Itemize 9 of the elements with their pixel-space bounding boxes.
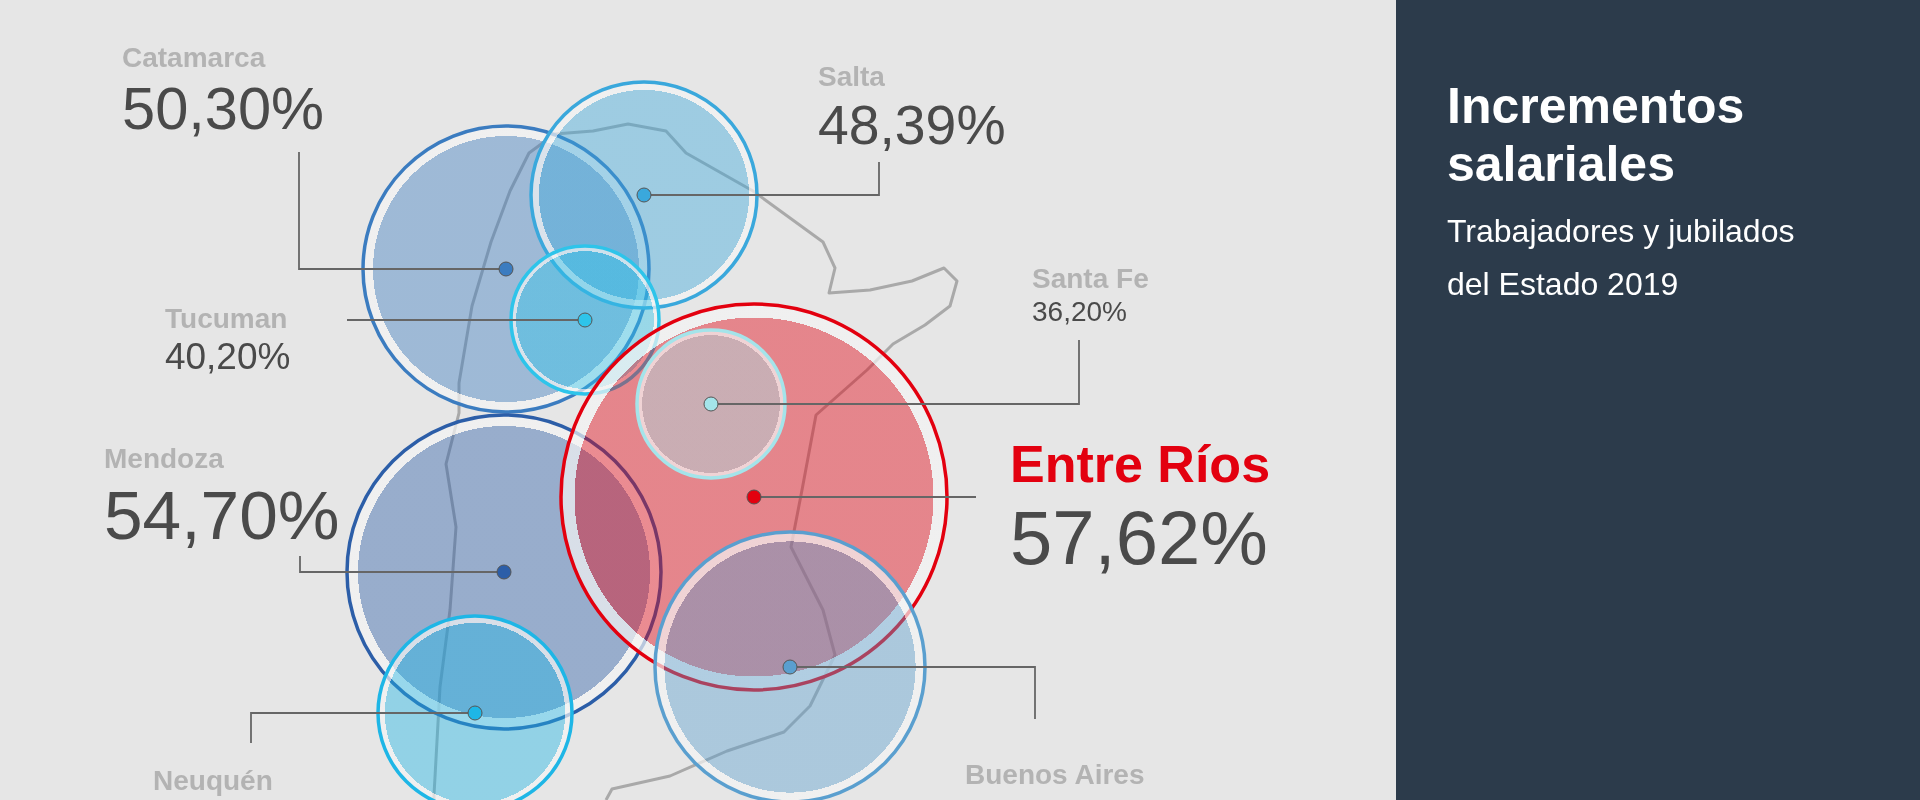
text: Incrementos salariales (1447, 77, 1746, 193)
data-label: 40,20% (165, 336, 291, 378)
data-label: 57,62% (1010, 494, 1268, 580)
data-label: 48,39% (818, 94, 1006, 156)
data-label: 50,30% (122, 74, 325, 142)
data-label: 36,20% (1032, 296, 1127, 328)
category-label: Entre Ríos (1010, 435, 1271, 493)
text: Trabajadores y jubilados del Estado 2019 (1447, 212, 1796, 304)
data-label: 54,70% (104, 475, 340, 554)
